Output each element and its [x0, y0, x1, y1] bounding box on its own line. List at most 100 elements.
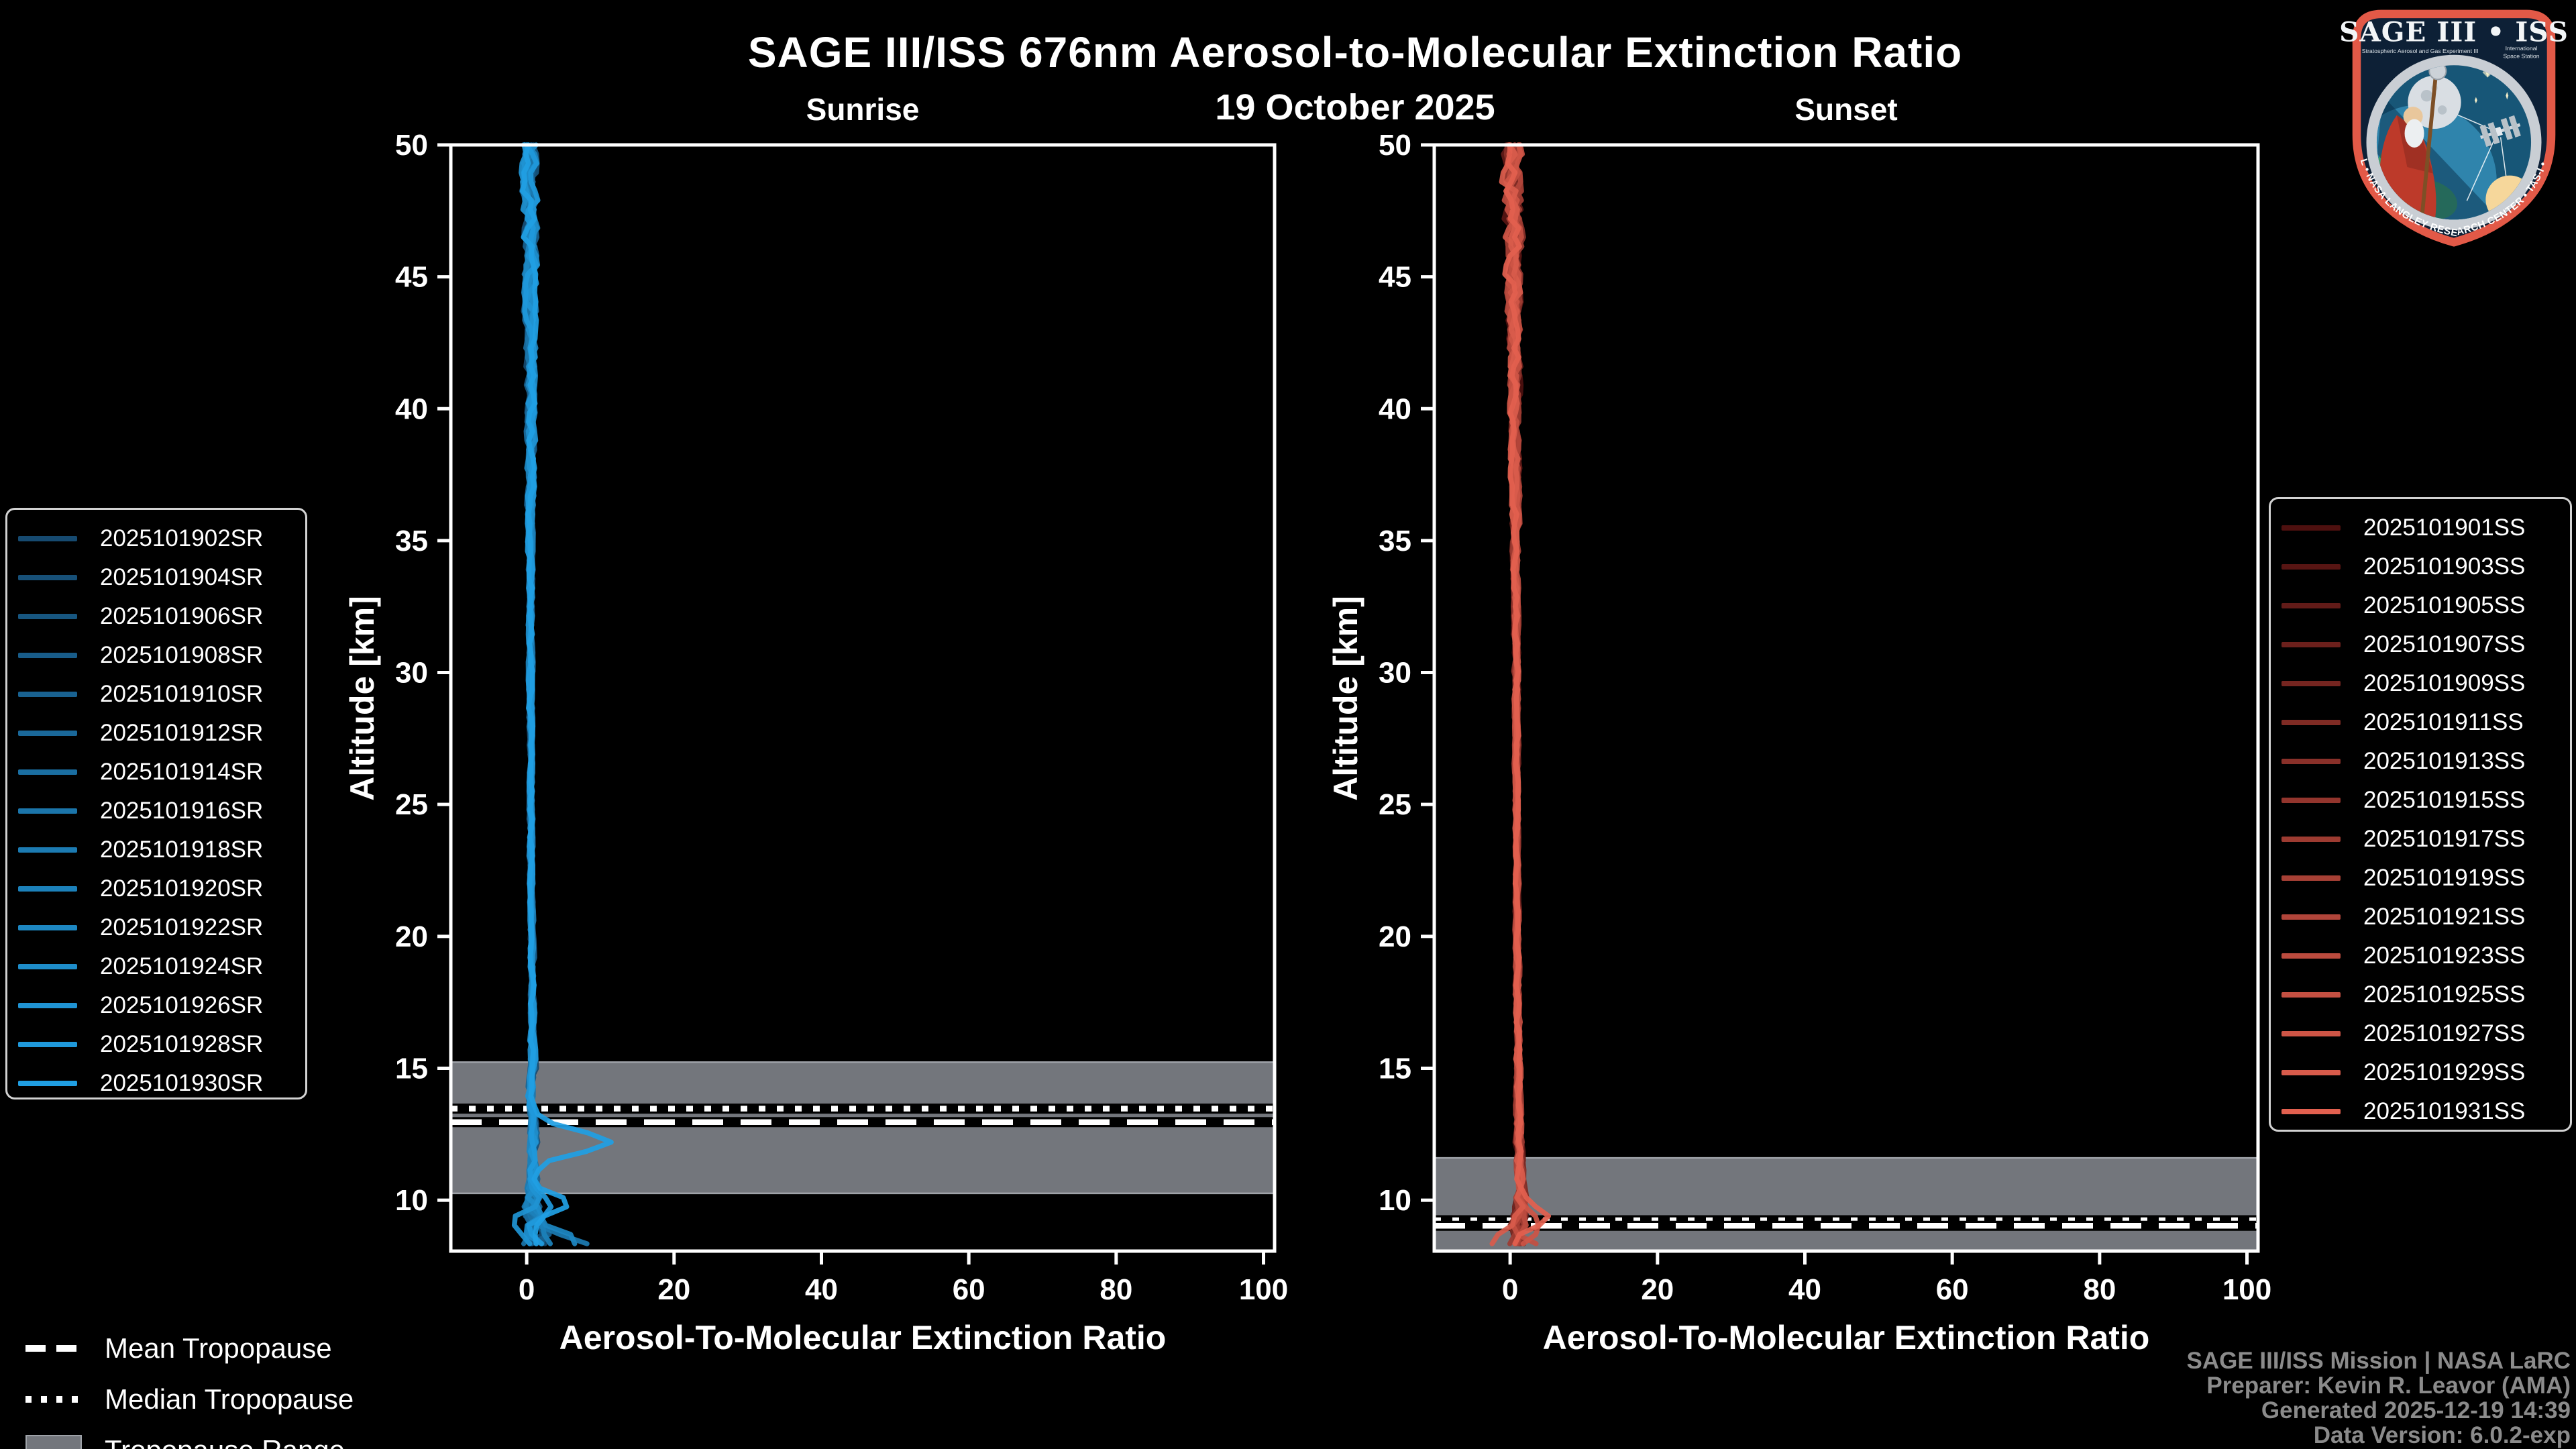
- x-tick-label: 20: [657, 1273, 690, 1306]
- mean-tropopause-label: Mean Tropopause: [105, 1332, 332, 1364]
- gray-band-icon: [25, 1435, 82, 1449]
- tropopause-range-band: [451, 1062, 1275, 1193]
- logo-subtitle-left: Stratospheric Aerosol and Gas Experiment…: [2362, 48, 2479, 54]
- legend-item: 2025101929SS: [2271, 1053, 2570, 1092]
- legend-item: 2025101909SS: [2271, 664, 2570, 703]
- event-color-swatch: [18, 808, 77, 814]
- tropopause-range-legend-item: Tropopause Range: [25, 1425, 354, 1449]
- legend-item: 2025101912SR: [7, 714, 305, 753]
- panel-frame: [1432, 143, 2260, 1253]
- profile-2025101931SS: [1502, 142, 1552, 1246]
- legend-item: 2025101907SS: [2271, 625, 2570, 664]
- event-label: 2025101915SS: [2363, 787, 2526, 813]
- sunrise-panel-title: Sunrise: [806, 92, 920, 127]
- legend-item: 2025101924SR: [7, 947, 305, 986]
- y-tick-label: 25: [395, 788, 428, 821]
- event-color-swatch: [2282, 642, 2341, 647]
- event-label: 2025101908SR: [100, 642, 264, 668]
- event-color-swatch: [2282, 759, 2341, 764]
- event-label: 2025101916SR: [100, 798, 264, 824]
- x-tick-label: 80: [1099, 1273, 1132, 1306]
- y-tick-label: 50: [395, 129, 428, 162]
- x-tick-label: 40: [1788, 1273, 1821, 1306]
- y-tick-label: 50: [1379, 129, 1411, 162]
- event-color-swatch: [18, 964, 77, 969]
- y-tick-label: 40: [395, 392, 428, 425]
- y-tick-label: 35: [395, 525, 428, 557]
- y-tick-label: 20: [395, 920, 428, 953]
- event-label: 2025101926SR: [100, 992, 264, 1018]
- legend-item: 2025101930SR: [7, 1064, 305, 1103]
- legend-item: 2025101905SS: [2271, 586, 2570, 625]
- event-label: 2025101910SR: [100, 681, 264, 707]
- event-color-swatch: [18, 769, 77, 775]
- event-color-swatch: [18, 847, 77, 853]
- y-tick-label: 30: [1379, 657, 1411, 690]
- event-color-swatch: [18, 1003, 77, 1008]
- y-tick-label: 30: [395, 657, 428, 690]
- y-tick-label: 45: [395, 261, 428, 294]
- event-label: 2025101931SS: [2363, 1098, 2526, 1124]
- event-color-swatch: [2282, 603, 2341, 608]
- legend-item: 2025101925SS: [2271, 975, 2570, 1014]
- legend-item: 2025101904SR: [7, 558, 305, 597]
- sunrise-events-legend: 2025101902SR 2025101904SR 2025101906SR 2025…: [5, 508, 307, 1099]
- sunrise-x-axis-label: Aerosol-To-Molecular Extinction Ratio: [559, 1319, 1167, 1356]
- sage-iii-iss-logo: SAGE III • ISS Stratospheric Aerosol and…: [2337, 4, 2568, 247]
- panel-sunrise: 0 20 40 60 80 100 10 15 20 25 30 35 40 45 50: [395, 129, 1288, 1306]
- event-label: 2025101903SS: [2363, 553, 2526, 580]
- y-tick-label: 10: [395, 1184, 428, 1217]
- event-color-swatch: [2282, 1031, 2341, 1036]
- tropopause-range-band: [1434, 1158, 2258, 1251]
- event-label: 2025101912SR: [100, 720, 264, 746]
- logo-subtitle-right-1: International: [2506, 45, 2538, 52]
- event-color-swatch: [18, 614, 77, 619]
- legend-item: 2025101914SR: [7, 753, 305, 792]
- event-label: 2025101919SS: [2363, 865, 2526, 891]
- event-color-swatch: [18, 575, 77, 580]
- event-label: 2025101909SS: [2363, 670, 2526, 696]
- x-tick-label: 60: [1936, 1273, 1969, 1306]
- attribution-preparer: Preparer: Kevin R. Leavor (AMA): [2206, 1373, 2571, 1399]
- attribution-block: SAGE III/ISS Mission | NASA LaRC Prepare…: [2187, 1348, 2571, 1448]
- x-tick-label: 20: [1641, 1273, 1674, 1306]
- event-label: 2025101923SS: [2363, 943, 2526, 969]
- y-tick-label: 15: [395, 1052, 428, 1085]
- legend-item: 2025101923SS: [2271, 936, 2570, 975]
- event-color-swatch: [18, 536, 77, 541]
- legend-item: 2025101903SS: [2271, 547, 2570, 586]
- event-label: 2025101917SS: [2363, 826, 2526, 852]
- x-tick-label: 60: [953, 1273, 985, 1306]
- legend-item: 2025101927SS: [2271, 1014, 2570, 1053]
- sunset-panel-title: Sunset: [1794, 92, 1898, 127]
- sunrise-y-axis-label: Altitude [km]: [343, 596, 381, 801]
- panel-frame: [449, 143, 1277, 1253]
- event-label: 2025101918SR: [100, 837, 264, 863]
- event-color-swatch: [2282, 875, 2341, 881]
- legend-item: 2025101906SR: [7, 597, 305, 636]
- legend-item: 2025101913SS: [2271, 742, 2570, 781]
- y-tick-label: 10: [1379, 1184, 1411, 1217]
- event-label: 2025101921SS: [2363, 904, 2526, 930]
- event-label: 2025101913SS: [2363, 748, 2526, 774]
- event-label: 2025101907SS: [2363, 631, 2526, 657]
- event-label: 2025101904SR: [100, 564, 264, 590]
- chart-title: SAGE III/ISS 676nm Aerosol-to-Molecular …: [747, 28, 1963, 76]
- y-tick-label: 15: [1379, 1052, 1411, 1085]
- event-color-swatch: [2282, 914, 2341, 920]
- event-label: 2025101902SR: [100, 525, 264, 551]
- event-color-swatch: [2282, 953, 2341, 959]
- y-tick-label: 35: [1379, 525, 1411, 557]
- event-label: 2025101901SS: [2363, 515, 2526, 541]
- dotted-line-icon: [25, 1396, 82, 1403]
- legend-item: 2025101917SS: [2271, 820, 2570, 859]
- legend-item: 2025101910SR: [7, 675, 305, 714]
- legend-item: 2025101922SR: [7, 908, 305, 947]
- legend-item: 2025101915SS: [2271, 781, 2570, 820]
- chart-date: 19 October 2025: [1215, 87, 1495, 127]
- legend-item: 2025101926SR: [7, 986, 305, 1025]
- median-tropopause-legend-item: Median Tropopause: [25, 1374, 354, 1425]
- x-tick-label: 40: [805, 1273, 838, 1306]
